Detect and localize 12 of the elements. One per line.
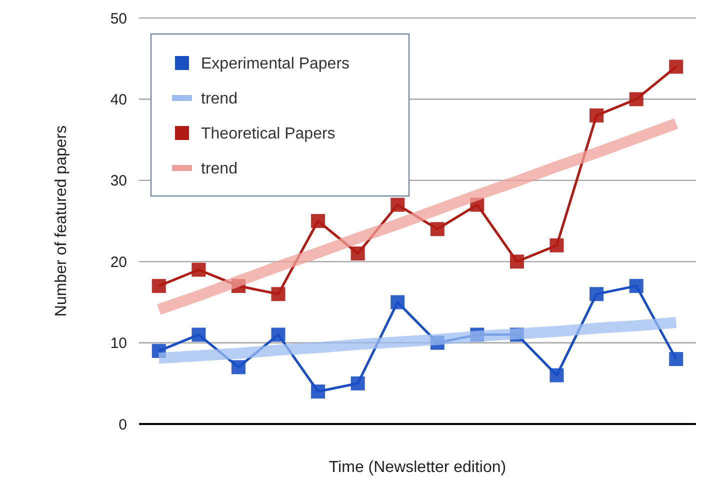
- legend-label: Theoretical Papers: [201, 126, 336, 143]
- y-tick-label: 20: [110, 254, 127, 271]
- y-tick-label: 10: [110, 335, 127, 352]
- y-tick-label: 30: [110, 172, 127, 190]
- legend-label: trend: [201, 90, 238, 108]
- y-tick-label: 0: [118, 416, 127, 434]
- legend-label: Experimental Papers: [201, 56, 350, 73]
- legend-label: trend: [201, 160, 238, 178]
- y-tick-label: 50: [110, 10, 127, 28]
- x-axis-title: Time (Newsletter edition): [328, 459, 506, 476]
- y-tick-label: 40: [110, 91, 127, 108]
- y-axis-title: Number of featured papers: [53, 125, 70, 317]
